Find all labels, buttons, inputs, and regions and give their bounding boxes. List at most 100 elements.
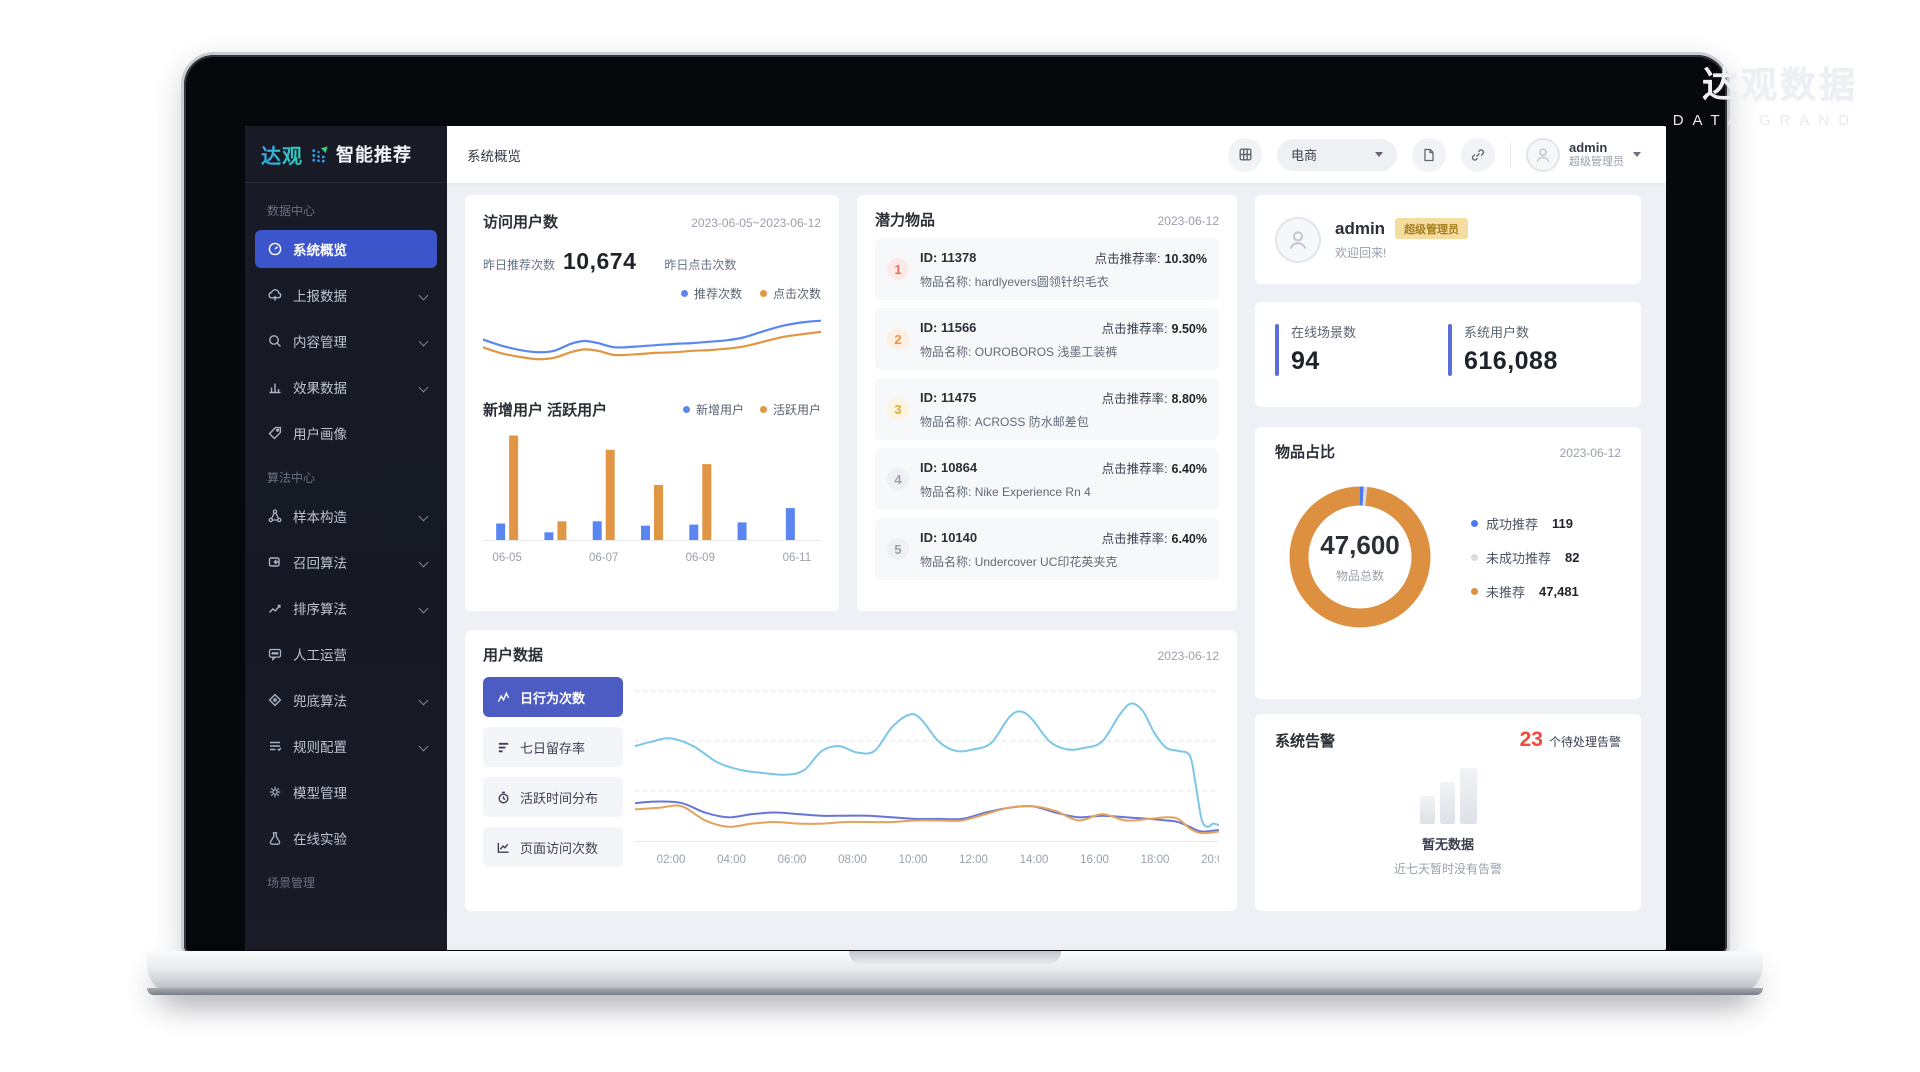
tab-retention[interactable]: 七日留存率 (483, 727, 623, 767)
list-item[interactable]: 3 ID: 11475 点击推荐率: 8.80% 物品名称: ACROSS 防水邮… (875, 378, 1219, 440)
sidebar-item-rule-config[interactable]: 规则配置 (245, 723, 447, 769)
alert-count: 23 (1519, 728, 1543, 751)
visits-line-chart (481, 319, 823, 361)
empty-title: 暂无数据 (1421, 837, 1474, 852)
item-id: ID: 11566 (920, 320, 977, 335)
users-bar-chart: 06-05 06-07 06-09 06-11 (483, 435, 821, 564)
user-menu[interactable]: admin 超级管理员 (1526, 137, 1641, 172)
chevron-down-icon (418, 741, 429, 751)
empty-state: 暂无数据 近七天暂时没有告警 (1275, 768, 1621, 877)
sidebar-item-recall-algo[interactable]: 召回算法 (245, 539, 447, 585)
list-item[interactable]: 2 ID: 11566 点击推荐率: 9.50% 物品名称: OUROBOROS … (875, 308, 1219, 370)
legend-dot (680, 290, 688, 297)
svg-text:06:00: 06:00 (778, 854, 807, 866)
card-title: 系统告警 (1275, 732, 1336, 750)
date-range: 2023-06-05~2023-06-12 (691, 216, 821, 230)
sidebar-item-label: 模型管理 (293, 786, 347, 801)
list-item[interactable]: 1 ID: 11378 点击推荐率: 10.30% 物品名称: hardlyeve… (875, 238, 1219, 300)
item-share-card: 物品占比 2023-06-12 47,600 物品总数 成功推荐 119 未成功推… (1255, 427, 1641, 699)
nodes-icon (267, 508, 283, 524)
apps-grid-button[interactable] (1228, 137, 1262, 172)
retention-icon (496, 740, 511, 755)
avatar (1275, 216, 1321, 263)
recall-icon (267, 554, 283, 570)
link-button[interactable] (1461, 137, 1495, 172)
chevron-down-icon (418, 557, 429, 567)
sidebar-section-scene-mgmt: 场景管理 (267, 876, 316, 890)
app-logo: 达观 智能推荐 (245, 126, 447, 183)
logo-brand-text: 达观 (261, 140, 303, 169)
sidebar-item-label: 内容管理 (293, 335, 347, 350)
link-icon (1470, 147, 1486, 163)
sidebar-item-label: 用户画像 (293, 427, 347, 442)
sidebar-menu: 数据中心 系统概览 上报数据 内容管理 效果数据 (245, 183, 447, 898)
tab-pageviews[interactable]: 页面访问次数 (483, 827, 623, 867)
list-item[interactable]: 4 ID: 10864 点击推荐率: 6.40% 物品名称: Nike Exper… (875, 448, 1219, 510)
sidebar-item-report-data[interactable]: 上报数据 (245, 272, 447, 318)
legend-item: 未成功推荐 82 (1471, 548, 1579, 567)
rank-badge: 3 (887, 398, 909, 420)
welcome-text: 欢迎回来! (1335, 246, 1387, 260)
sidebar-item-manual-ops[interactable]: 人工运营 (245, 631, 447, 677)
stat-accent-bar (1275, 324, 1279, 376)
app-window: 达观 智能推荐 数据中心 系统概览 (245, 126, 1666, 950)
sidebar-item-label: 在线实验 (293, 832, 347, 847)
sidebar-item-effect-data[interactable]: 效果数据 (245, 364, 447, 410)
rank-badge: 1 (887, 258, 909, 280)
item-id: ID: 10140 (920, 530, 978, 545)
svg-text:10:00: 10:00 (899, 854, 928, 866)
laptop-base-rim (147, 988, 1763, 995)
brand-watermark: 达观数据 DATA GRAND (1673, 56, 1858, 129)
document-button[interactable] (1412, 137, 1446, 172)
legend-dot (759, 290, 767, 297)
sidebar-item-label: 人工运营 (293, 648, 347, 663)
sidebar-section-algo-center: 算法中心 (267, 471, 316, 485)
stat-value: 94 (1291, 347, 1320, 375)
svg-text:18:00: 18:00 (1141, 854, 1170, 866)
item-name: 物品名称: ACROSS 防水邮差包 (920, 415, 1089, 429)
user-data-card: 用户数据 2023-06-12 日行为次数 七日留存率 (465, 630, 1237, 911)
sidebar-item-fallback-algo[interactable]: 兜底算法 (245, 677, 447, 723)
tab-active-time[interactable]: 活跃时间分布 (483, 777, 623, 817)
search-icon (267, 333, 283, 349)
item-ctr: 点击推荐率: 9.50% (1101, 322, 1207, 336)
profile-name: admin (1335, 218, 1386, 238)
legend-item: 推荐次数 (680, 285, 742, 302)
svg-text:06-05: 06-05 (492, 552, 521, 564)
sidebar-item-rank-algo[interactable]: 排序算法 (245, 585, 447, 631)
dashboard-content: 访问用户数 2023-06-05~2023-06-12 昨日推荐次数 10,67… (447, 183, 1666, 950)
sidebar-item-label: 系统概览 (293, 243, 347, 258)
list-item[interactable]: 5 ID: 10140 点击推荐率: 6.40% 物品名称: Undercover… (875, 518, 1219, 580)
user-behavior-line-chart: 02:00 04:00 06:00 08:00 10:00 12:00 14:00 16:00… (634, 690, 1230, 866)
tag-icon (267, 425, 283, 441)
svg-text:20:00: 20:00 (1201, 854, 1219, 866)
chevron-down-icon (1375, 152, 1383, 157)
legend-dot (1471, 519, 1478, 527)
svg-text:06-07: 06-07 (589, 552, 618, 564)
sidebar-item-user-profile[interactable]: 用户画像 (245, 410, 447, 456)
tab-daily-behavior[interactable]: 日行为次数 (483, 677, 623, 717)
stat-cell: 系统用户数 616,088 (1448, 322, 1621, 387)
sidebar-item-sample-build[interactable]: 样本构造 (245, 493, 447, 539)
watermark-cn: 达观数据 (1701, 64, 1858, 105)
svg-text:02:00: 02:00 (657, 854, 686, 866)
user-data-tabs: 日行为次数 七日留存率 活跃时间分布 页面访问次数 (483, 677, 623, 878)
alert-count-suffix: 个待处理告警 (1548, 735, 1621, 749)
date: 2023-06-12 (1157, 649, 1219, 663)
svg-text:06-11: 06-11 (783, 552, 812, 564)
laptop-base-notch (849, 951, 1061, 964)
sidebar-item-label: 兜底算法 (293, 694, 347, 709)
item-ctr: 点击推荐率: 6.40% (1101, 462, 1207, 476)
card-title: 潜力物品 (875, 212, 936, 229)
sidebar-item-model-mgmt[interactable]: 模型管理 (245, 769, 447, 815)
sidebar-item-online-experiment[interactable]: 在线实验 (245, 815, 447, 861)
sidebar-item-label: 召回算法 (293, 556, 347, 571)
chevron-down-icon (418, 511, 429, 521)
sidebar-item-system-overview[interactable]: 系统概览 (255, 230, 437, 268)
sidebar-item-content-mgmt[interactable]: 内容管理 (245, 318, 447, 364)
role-badge: 超级管理员 (1395, 218, 1469, 239)
stat-label: 在线场景数 (1291, 325, 1357, 340)
scene-selector-dropdown[interactable]: 电商 (1277, 138, 1397, 171)
bar-chart-title: 新增用户 活跃用户 (483, 402, 608, 419)
upload-cloud-icon (267, 287, 283, 303)
